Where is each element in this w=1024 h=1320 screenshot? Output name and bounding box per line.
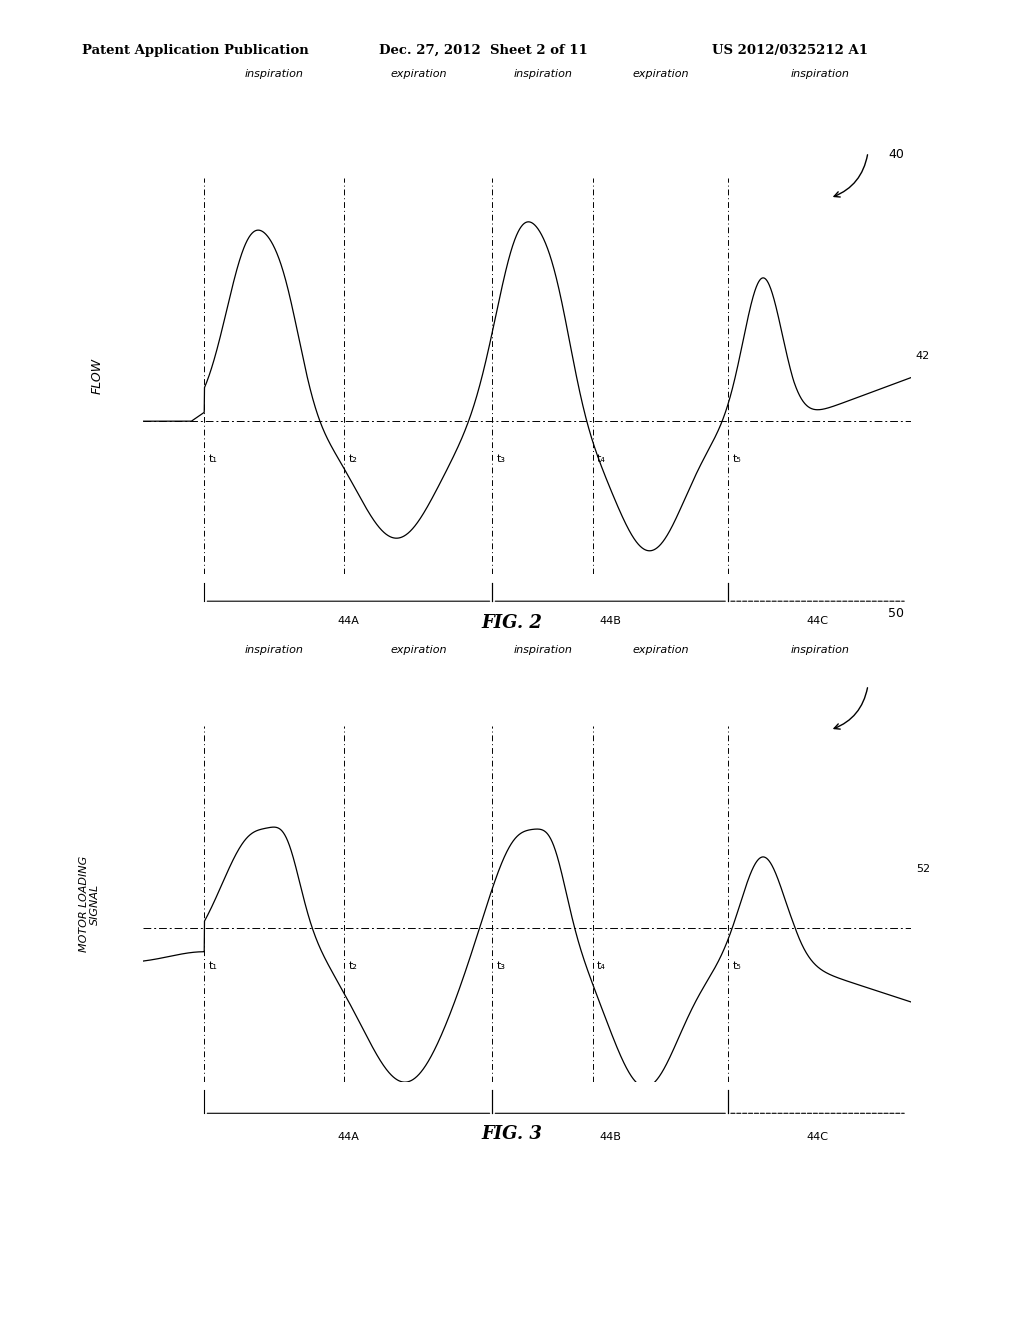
Text: FIG. 2: FIG. 2 [481,614,543,632]
Text: 44B: 44B [599,1133,622,1142]
Text: Dec. 27, 2012  Sheet 2 of 11: Dec. 27, 2012 Sheet 2 of 11 [379,44,588,57]
Text: inspiration: inspiration [245,69,304,79]
Text: MOTOR LOADING
SIGNAL: MOTOR LOADING SIGNAL [79,857,100,952]
Text: 50: 50 [888,607,904,620]
Text: 44B: 44B [599,615,622,626]
Text: Patent Application Publication: Patent Application Publication [82,44,308,57]
Text: inspiration: inspiration [245,644,304,655]
Text: expiration: expiration [632,644,689,655]
Text: 44C: 44C [807,615,828,626]
Text: t₂: t₂ [348,961,357,972]
Text: 44A: 44A [338,615,359,626]
Text: t₅: t₅ [732,961,741,972]
Text: expiration: expiration [390,69,446,79]
Text: 44C: 44C [807,1133,828,1142]
Text: t₄: t₄ [597,454,606,463]
Text: 52: 52 [915,863,930,874]
Text: t₃: t₃ [497,454,506,463]
Text: expiration: expiration [390,644,446,655]
Text: inspiration: inspiration [791,69,849,79]
Text: 44A: 44A [338,1133,359,1142]
Text: FIG. 3: FIG. 3 [481,1125,543,1143]
Text: inspiration: inspiration [791,644,849,655]
Text: FLOW: FLOW [91,358,103,395]
Text: inspiration: inspiration [513,644,572,655]
Text: US 2012/0325212 A1: US 2012/0325212 A1 [712,44,867,57]
Text: t₂: t₂ [348,454,357,463]
Text: t₁: t₁ [209,454,218,463]
Text: 40: 40 [888,148,904,161]
Text: t₄: t₄ [597,961,606,972]
Text: t₅: t₅ [732,454,741,463]
Text: t₃: t₃ [497,961,506,972]
Text: expiration: expiration [632,69,689,79]
Text: inspiration: inspiration [513,69,572,79]
Text: 42: 42 [915,351,930,362]
Text: t₁: t₁ [209,961,218,972]
